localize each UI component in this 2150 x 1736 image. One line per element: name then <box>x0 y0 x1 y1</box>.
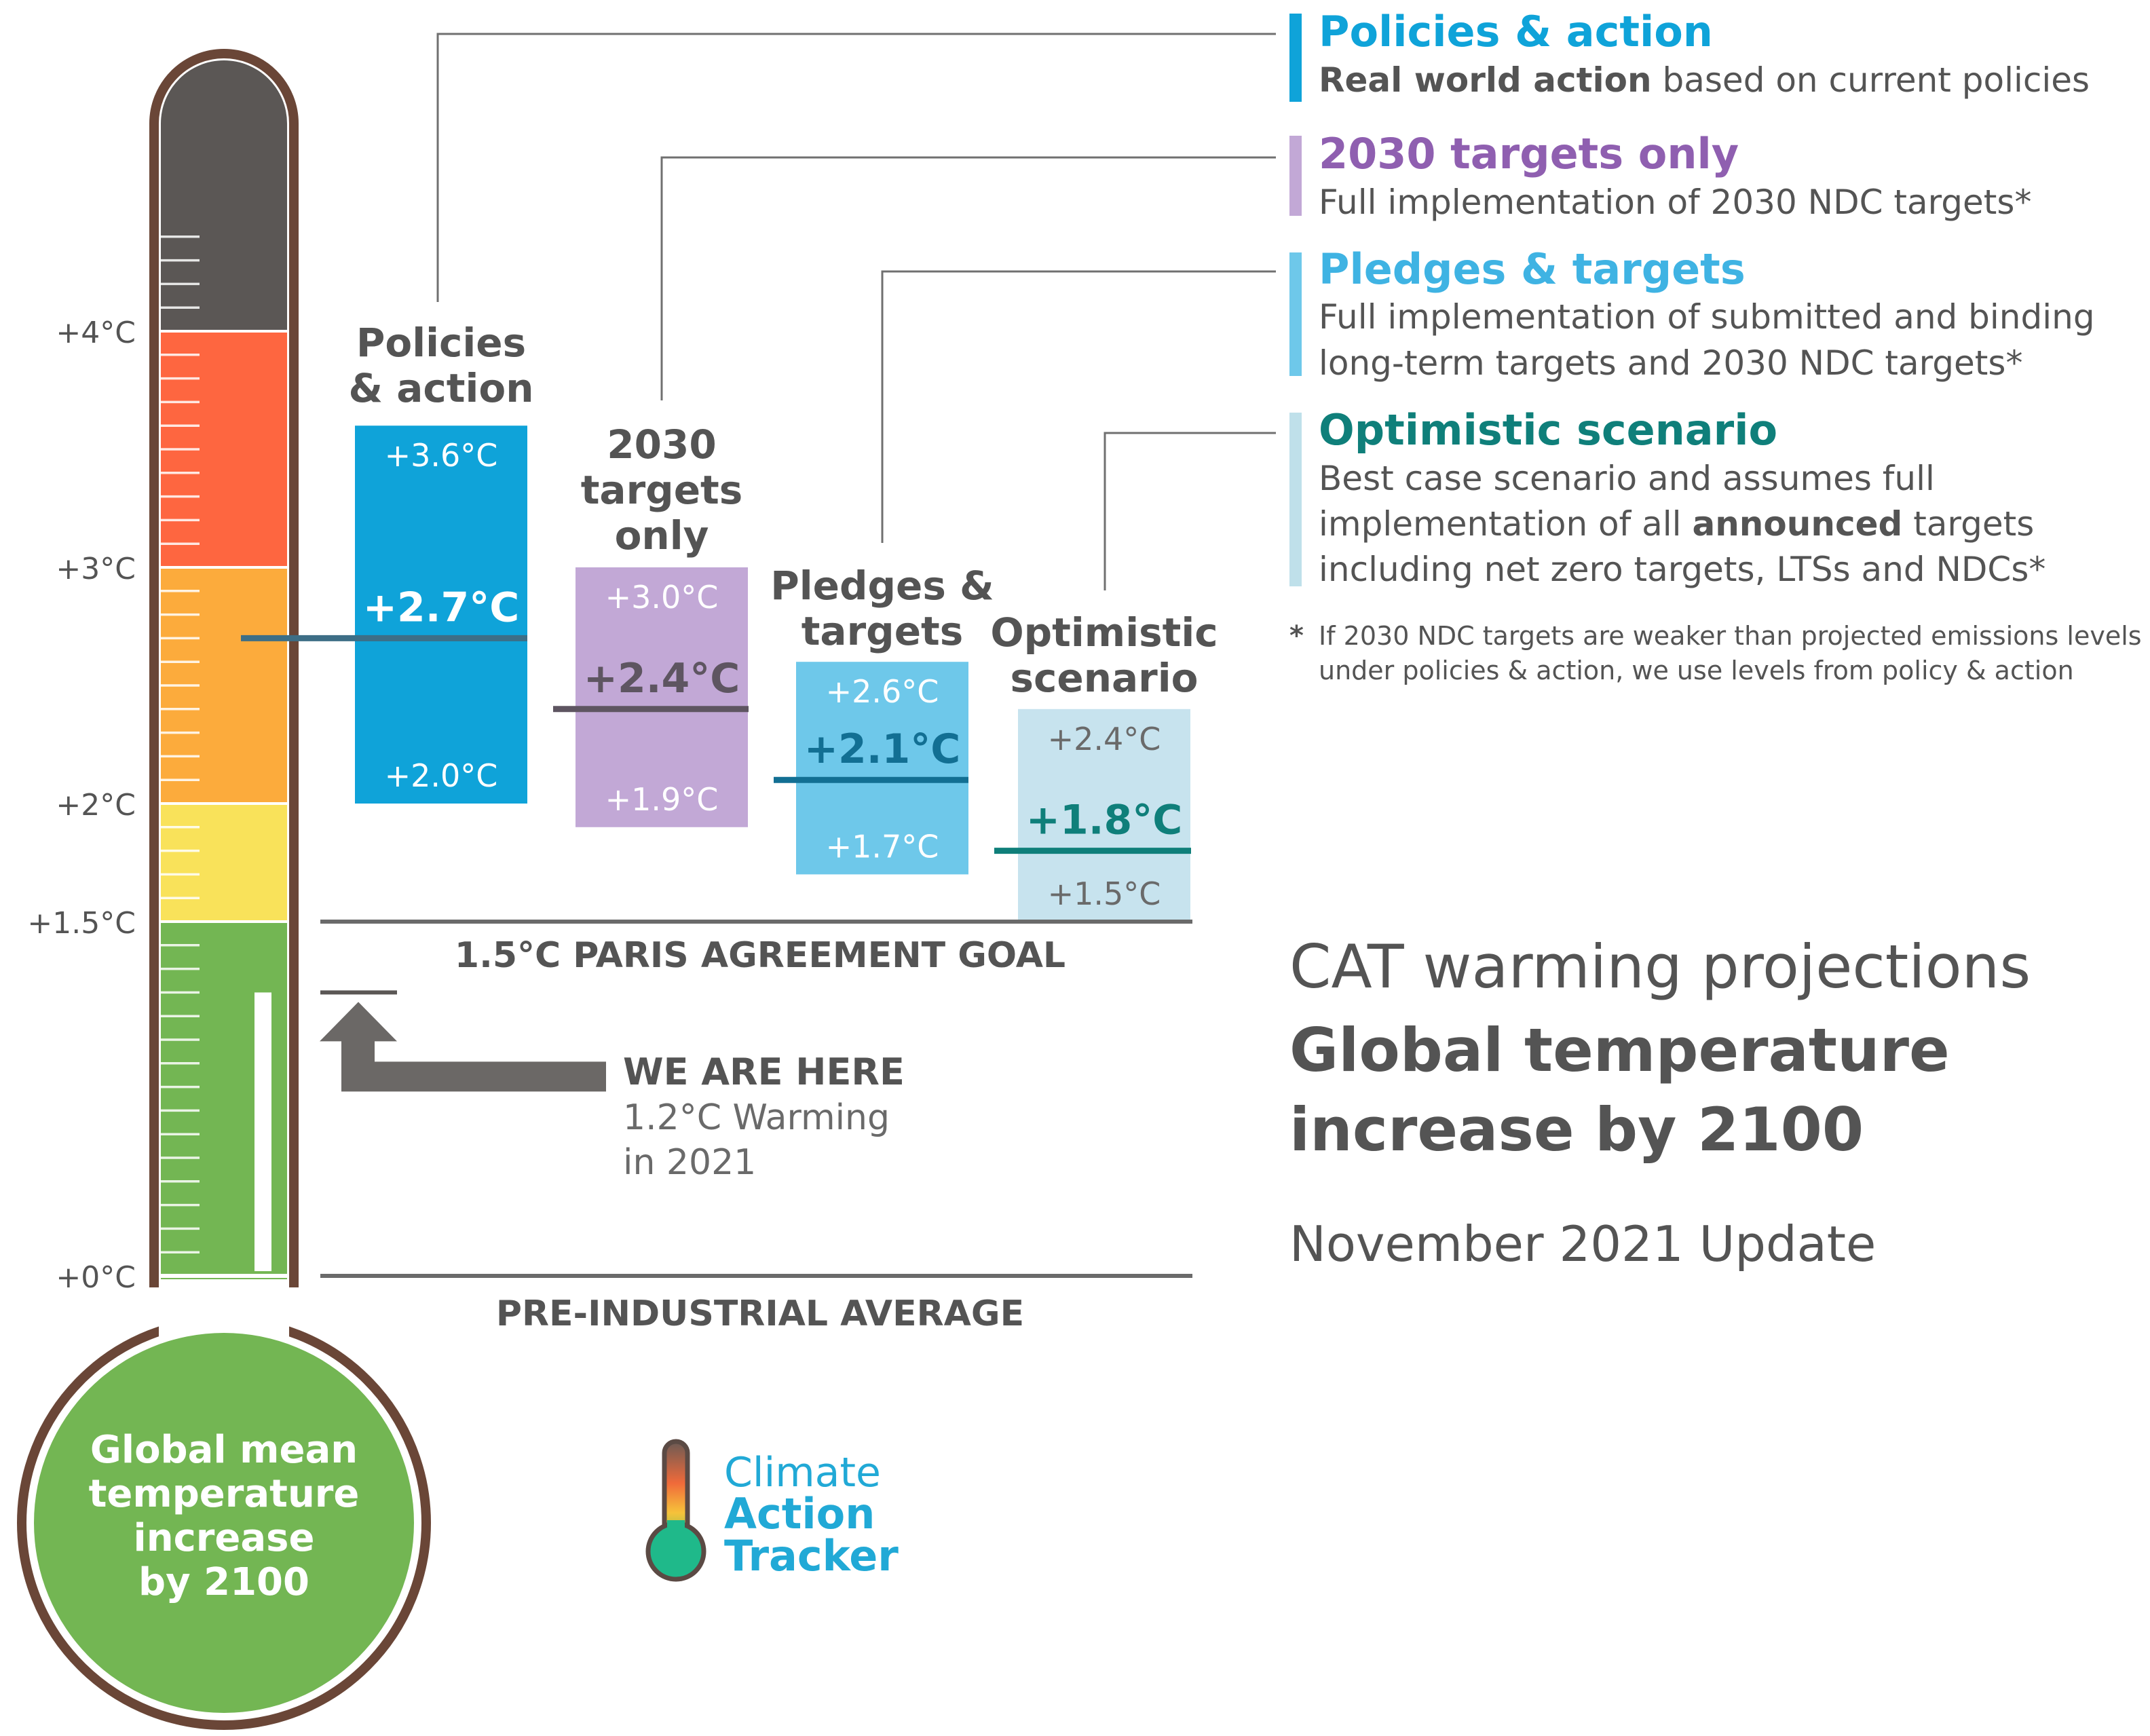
legend-desc-2-0: Full implementation of submitted and bin… <box>1319 297 2095 337</box>
thermometer-ticks <box>161 235 200 1253</box>
bar-title-2-0: Pledges & <box>770 563 994 609</box>
leader-line-1 <box>660 156 1276 400</box>
legend-leader-lines <box>436 33 1276 590</box>
leader-line-3 <box>1104 432 1276 590</box>
bar-range-2 <box>796 662 968 875</box>
bar-title-0-0: Policies <box>356 320 526 366</box>
legend-swatch-2 <box>1289 252 1302 376</box>
legend-swatch-3 <box>1289 413 1302 586</box>
we-are-here-line2: in 2021 <box>623 1142 756 1183</box>
bar-range-3 <box>1018 709 1190 922</box>
axis-label-1: +3°C <box>56 552 136 586</box>
bulb-label-line4: by 2100 <box>138 1560 309 1604</box>
axis-label-3: +1.5°C <box>27 906 136 941</box>
axis-label-4: +0°C <box>56 1260 136 1295</box>
bar-title-1-2: only <box>615 512 709 559</box>
logo-line3: Tracker <box>724 1531 899 1581</box>
legend-desc-2-1: long-term targets and 2030 NDC targets* <box>1319 343 2022 383</box>
bar-title-1-0: 2030 <box>607 421 716 468</box>
heading-line2: Global temperature <box>1289 1015 1950 1085</box>
bar-2: +2.6°C +1.7°C +2.1°C Pledges &targets <box>770 563 994 875</box>
bar-title-0-1: & action <box>348 365 533 411</box>
bar-title-3-1: scenario <box>1010 655 1198 701</box>
legend-swatch-0 <box>1289 14 1302 102</box>
axis-label-2: +2°C <box>56 788 136 823</box>
footnote-star: * <box>1289 620 1304 652</box>
bar-title-3-0: Optimistic <box>990 609 1218 656</box>
footnote: * If 2030 NDC targets are weaker than pr… <box>1289 620 2142 685</box>
bar-high-label-1: +3.0°C <box>605 579 719 616</box>
we-are-here-title: WE ARE HERE <box>623 1051 905 1093</box>
heading-line1: CAT warming projections <box>1289 932 2031 1002</box>
legend-title-1: 2030 targets only <box>1319 129 1739 178</box>
footnote-line2: under policies & action, we use levels f… <box>1319 656 2074 685</box>
legend-item-1: 2030 targets only Full implementation of … <box>1289 129 2031 222</box>
leader-line-0 <box>436 33 1276 302</box>
band-above-4 <box>161 60 287 331</box>
bar-high-label-3: +2.4°C <box>1048 721 1161 757</box>
bar-central-label-1: +2.4°C <box>584 655 740 702</box>
thermometer: Global mean temperature increase by 2100 <box>17 49 431 1730</box>
bar-central-label-0: +2.7°C <box>363 584 520 631</box>
bar-range-1 <box>576 567 748 827</box>
bulb-label-line1: Global mean <box>90 1428 358 1472</box>
bar-central-label-3: +1.8°C <box>1026 797 1183 844</box>
bar-title-2-1: targets <box>801 608 964 654</box>
axis-label-0: +4°C <box>56 316 136 350</box>
legend-item-3: Optimistic scenario Best case scenario an… <box>1289 405 2045 589</box>
legend-swatch-1 <box>1289 136 1302 216</box>
bar-low-label-1: +1.9°C <box>605 781 719 818</box>
leader-line-2 <box>881 270 1276 543</box>
bar-central-label-2: +2.1°C <box>804 725 961 773</box>
heading: CAT warming projections Global temperatu… <box>1289 932 2031 1272</box>
footnote-line1: If 2030 NDC targets are weaker than proj… <box>1319 621 2142 651</box>
legend-desc-0-0: Real world action based on current polic… <box>1319 60 2090 100</box>
bar-high-label-0: +3.6°C <box>385 437 498 474</box>
legend-desc-3-1: implementation of all announced targets <box>1319 504 2034 544</box>
legend-desc-3-2: including net zero targets, LTSs and NDC… <box>1319 550 2045 589</box>
current-warming-indicator <box>254 992 271 1272</box>
legend-title-2: Pledges & targets <box>1319 244 1746 294</box>
scenario-bars: +3.6°C +2.0°C +2.7°C Policies& action +3.0°C… <box>241 320 1218 922</box>
band-1p5-to-2 <box>161 804 287 922</box>
thermometer-logo-icon <box>645 1439 706 1582</box>
legend-title-0: Policies & action <box>1319 7 1713 56</box>
bar-range-0 <box>355 426 527 804</box>
we-are-here-line1: 1.2°C Warming <box>623 1097 890 1138</box>
paris-goal-label: 1.5°C PARIS AGREEMENT GOAL <box>455 935 1065 976</box>
bulb-fill <box>34 1333 414 1713</box>
bar-0: +3.6°C +2.0°C +2.7°C Policies& action <box>241 320 534 804</box>
legend-desc-3-0: Best case scenario and assumes full <box>1319 459 1935 498</box>
pre-industrial-label: PRE-INDUSTRIAL AVERAGE <box>496 1294 1024 1334</box>
legend-desc-1-0: Full implementation of 2030 NDC targets* <box>1319 183 2031 222</box>
bulb-label-line2: temperature <box>89 1472 360 1516</box>
legend-title-3: Optimistic scenario <box>1319 405 1777 455</box>
heading-update: November 2021 Update <box>1289 1215 1876 1272</box>
bulb-label-line3: increase <box>134 1516 315 1560</box>
bar-low-label-3: +1.5°C <box>1048 875 1161 912</box>
we-are-here-callout: WE ARE HERE 1.2°C Warming in 2021 <box>320 990 905 1183</box>
bar-high-label-2: +2.6°C <box>826 673 939 710</box>
bar-low-label-2: +1.7°C <box>826 828 939 865</box>
heading-line3: increase by 2100 <box>1289 1095 1864 1165</box>
up-arrow-icon <box>320 1002 606 1092</box>
climate-action-tracker-logo: Climate Action Tracker <box>645 1439 899 1582</box>
axis-tick-labels: +4°C +3°C +2°C +1.5°C +0°C <box>27 316 136 1295</box>
bar-low-label-0: +2.0°C <box>385 757 498 794</box>
bar-title-1-1: targets <box>581 467 743 513</box>
logo-line1: Climate <box>724 1449 881 1496</box>
logo-line2: Action <box>724 1489 875 1539</box>
reference-lines: 1.5°C PARIS AGREEMENT GOAL PRE-INDUSTRIA… <box>320 920 1192 1334</box>
